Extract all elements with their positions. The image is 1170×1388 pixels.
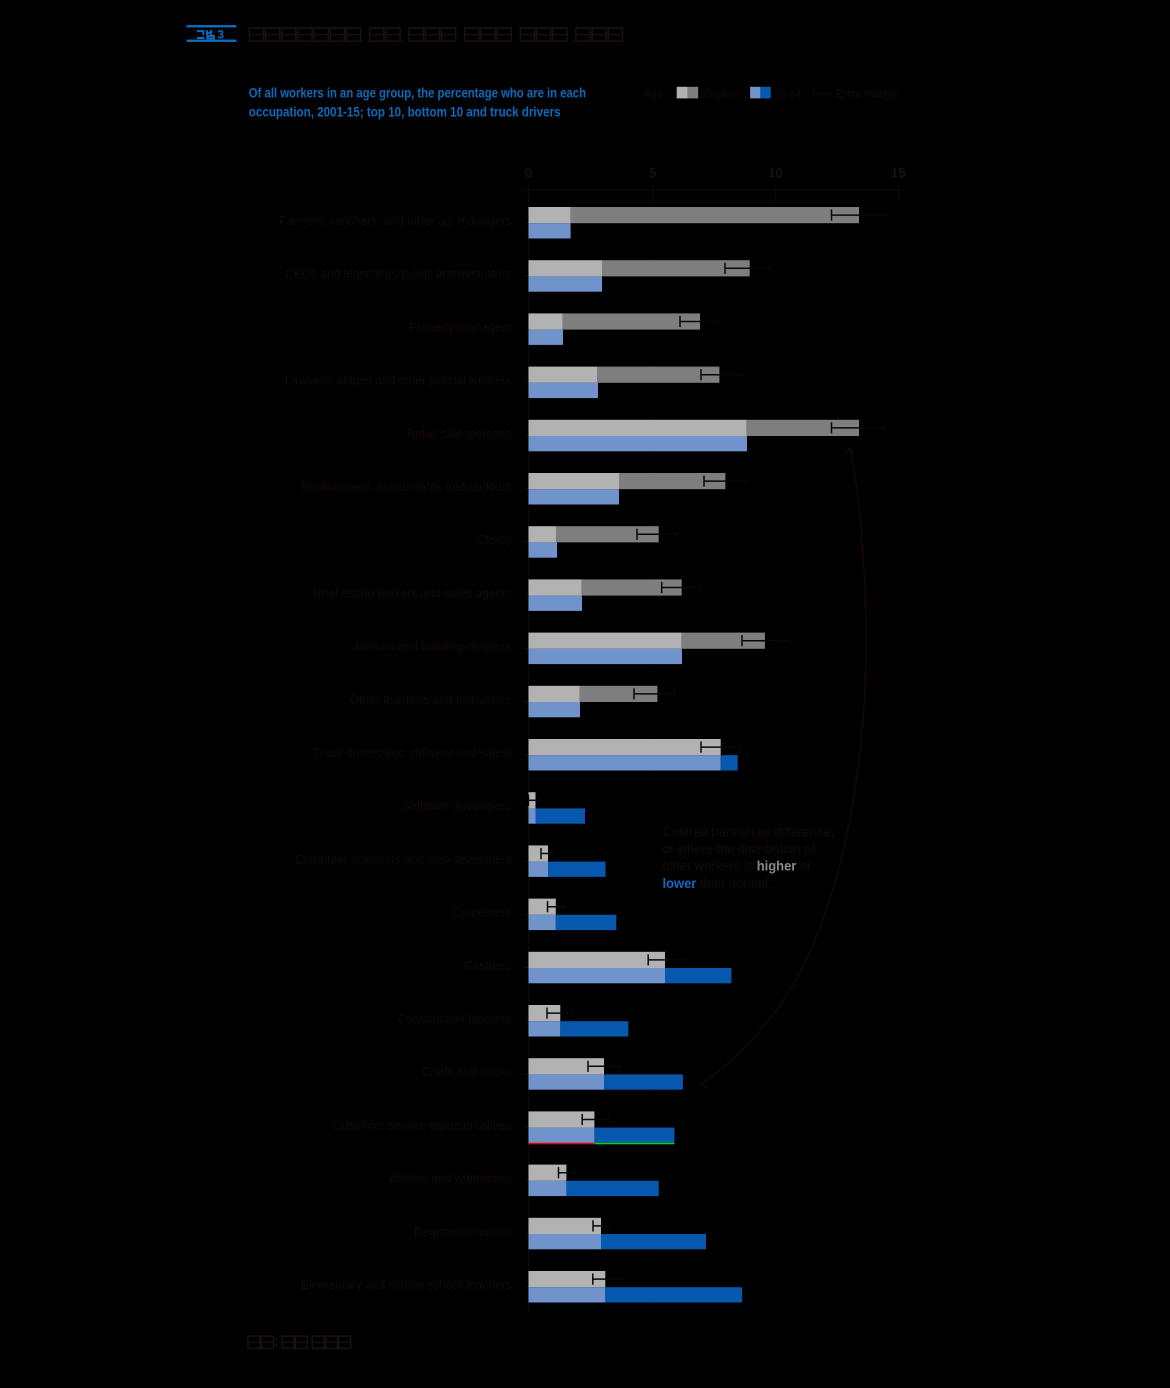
svg-text:Elementary and middle school t: Elementary and middle school teachers	[301, 1278, 511, 1293]
svg-text:Bookkeepers, accountants and a: Bookkeepers, accountants and auditors	[300, 479, 511, 494]
svg-text:Registered nurses: Registered nurses	[414, 1224, 512, 1239]
svg-text:Carpenters: Carpenters	[452, 905, 511, 920]
svg-text:CEOs and legislators/public ad: CEOs and legislators/public administrato…	[285, 267, 511, 282]
svg-text:Software developers: Software developers	[402, 799, 512, 814]
svg-text:Age: Age	[644, 87, 663, 101]
svg-text:Farmers, ranchers, and other a: Farmers, ranchers, and other ag. manager…	[279, 213, 511, 228]
svg-text:Other teachers and instructors: Other teachers and instructors	[350, 692, 512, 707]
svg-text:Retail salespersons: Retail salespersons	[407, 426, 512, 441]
svg-text:15: 15	[891, 166, 907, 181]
svg-text:Property managers: Property managers	[409, 320, 511, 335]
svg-text:Cashiers: Cashiers	[464, 958, 511, 973]
svg-text:Construction laborers: Construction laborers	[397, 1012, 511, 1027]
svg-text:occupation, 2001-15; top 10, b: occupation, 2001-15; top 10, bottom 10 a…	[249, 104, 561, 120]
svg-text:Chefs and cooks: Chefs and cooks	[422, 1065, 512, 1080]
svg-text:lower than normal.: lower than normal.	[663, 876, 772, 891]
svg-text:10: 10	[768, 166, 783, 181]
svg-text:or where the distribution of: or where the distribution of	[663, 841, 816, 856]
svg-text:Of all workers in an age group: Of all workers in an age group, the perc…	[249, 84, 586, 100]
svg-text:Janitors and building cleaners: Janitors and building cleaners	[352, 639, 511, 654]
svg-text:0: 0	[525, 166, 533, 181]
svg-text:65-plus: 65-plus	[701, 86, 738, 101]
svg-text:Lawyers, judges and other judi: Lawyers, judges and other judicial worke…	[285, 373, 511, 388]
svg-text:Colored bars show difference,: Colored bars show difference,	[663, 824, 835, 839]
svg-text:Waiters and waitresses: Waiters and waitresses	[388, 1171, 512, 1186]
svg-text:Customer service representativ: Customer service representatives	[332, 1118, 511, 1133]
svg-text:16-64: 16-64	[775, 87, 801, 101]
svg-text:3: 3	[218, 29, 224, 41]
svg-text:Truck drivers (inc. delivery a: Truck drivers (inc. delivery and sales)	[313, 746, 512, 761]
svg-text:Real estate brokers and sales: Real estate brokers and sales agents	[313, 586, 511, 601]
svg-text:Error margin: Error margin	[837, 86, 899, 101]
svg-text:5: 5	[649, 166, 657, 181]
svg-text:older workers is higher or: older workers is higher or	[663, 858, 813, 873]
svg-text:Computer scientists and web de: Computer scientists and web developers	[295, 852, 511, 867]
svg-text:Clergy: Clergy	[477, 533, 512, 548]
